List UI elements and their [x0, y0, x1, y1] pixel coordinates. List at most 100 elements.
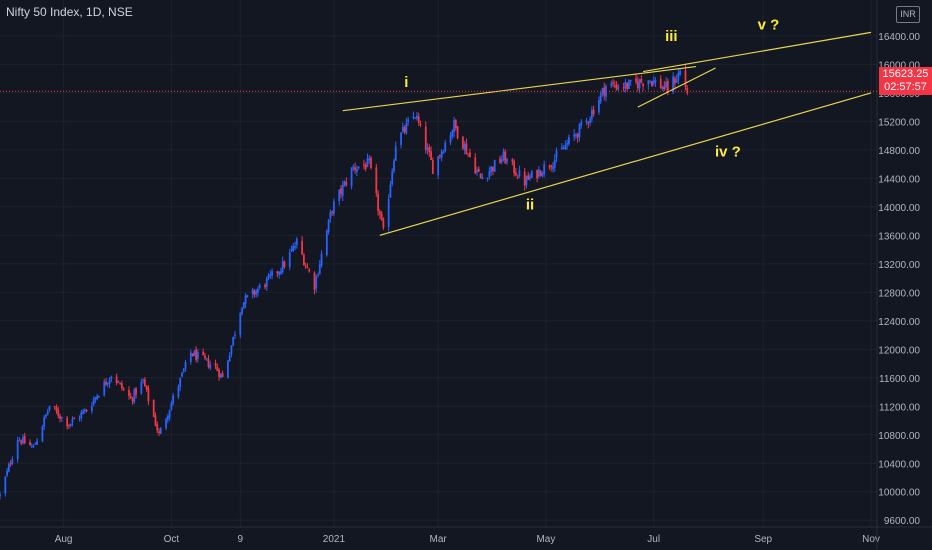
x-tick-label: Mar [430, 534, 448, 545]
currency-badge[interactable]: INR [896, 6, 920, 23]
candle-body [108, 379, 111, 385]
candle-body [578, 123, 581, 138]
candle-body [640, 78, 643, 83]
candle-body [564, 145, 567, 150]
x-tick-label: Sep [754, 534, 772, 545]
candle-body [166, 416, 169, 420]
candle-body [686, 87, 689, 94]
candle-body [474, 157, 477, 174]
candle-body [48, 406, 51, 410]
candle-body [7, 464, 10, 472]
candle-body [652, 80, 655, 85]
x-tick-label: Jul [647, 534, 660, 545]
candle-body [110, 376, 113, 379]
candle-body [454, 119, 457, 129]
candle-body [636, 81, 639, 89]
candle-body [207, 359, 210, 367]
candle-body [66, 417, 69, 427]
candle-body [122, 388, 125, 390]
candle-body [439, 154, 441, 157]
trendlines [342, 31, 872, 236]
candle-body [576, 133, 579, 138]
candle-body [405, 122, 408, 134]
candle-body [492, 167, 494, 171]
candle-body [628, 80, 630, 89]
candle-body [463, 144, 466, 151]
y-tick-label: 16000.00 [878, 60, 920, 71]
candle-body [626, 82, 629, 90]
candle-body [55, 407, 58, 412]
grid [0, 0, 877, 527]
candle-body [281, 261, 284, 273]
candle-body [541, 173, 544, 176]
candle-body [587, 122, 590, 124]
candle-body [179, 377, 182, 387]
candle-body [567, 137, 570, 144]
candle-body [585, 120, 588, 123]
candle-body [419, 124, 422, 126]
candle-body [469, 152, 471, 157]
candle-body [115, 376, 118, 384]
candle-body [354, 167, 357, 171]
candle-body [615, 84, 618, 90]
candle-body [412, 116, 415, 118]
candle-body [368, 158, 371, 160]
candle-body [391, 171, 394, 185]
candle-body [590, 110, 593, 120]
candle-body [679, 70, 682, 75]
candle-body [426, 147, 429, 151]
candle-body [315, 276, 318, 289]
x-tick-label: Oct [164, 534, 180, 545]
candle-body [543, 164, 546, 175]
candle-body [382, 219, 385, 228]
y-tick-label: 14800.00 [878, 146, 920, 157]
candle-body [152, 399, 155, 417]
candle-body [589, 118, 591, 123]
candle-body [0, 493, 1, 496]
candle-body [635, 78, 637, 82]
candle-body [592, 109, 595, 115]
candle-body [529, 176, 531, 179]
candle-body [53, 406, 56, 408]
wave-label: ii [526, 197, 534, 214]
candle-body [288, 252, 291, 268]
candle-body [106, 383, 109, 385]
wave-label: v ? [758, 17, 780, 34]
candle-body [338, 190, 341, 201]
candle-body [98, 395, 100, 398]
candle-body [407, 119, 410, 122]
candle-body [654, 80, 657, 83]
candle-body [451, 130, 454, 137]
candle-body [232, 336, 235, 346]
candle-body [601, 87, 604, 94]
candle-body [317, 274, 319, 276]
candle-body [168, 410, 171, 418]
candle-body [647, 80, 650, 85]
candle-body [325, 230, 328, 256]
candle-body [476, 170, 478, 173]
candle-body [340, 188, 342, 194]
candle-body [523, 171, 526, 186]
candle-body [68, 425, 70, 427]
candle-body [536, 170, 538, 179]
wave-label: iii [665, 28, 678, 45]
candle-body [651, 81, 653, 87]
candle-body [129, 396, 132, 399]
candle-body [560, 147, 563, 150]
candle-body [437, 156, 440, 176]
candle-body [329, 212, 332, 219]
candle-body [193, 351, 196, 357]
candle-body [69, 423, 72, 427]
candle-body [195, 349, 198, 360]
y-tick-label: 10800.00 [878, 431, 920, 442]
candle-body [378, 211, 381, 215]
candle-body [320, 253, 323, 266]
candles [0, 64, 689, 500]
chart-title: Nifty 50 Index, 1D, NSE [6, 5, 133, 19]
candle-body [280, 271, 282, 274]
candle-body [514, 172, 517, 176]
candle-body [251, 289, 254, 295]
candle-body [629, 79, 632, 82]
